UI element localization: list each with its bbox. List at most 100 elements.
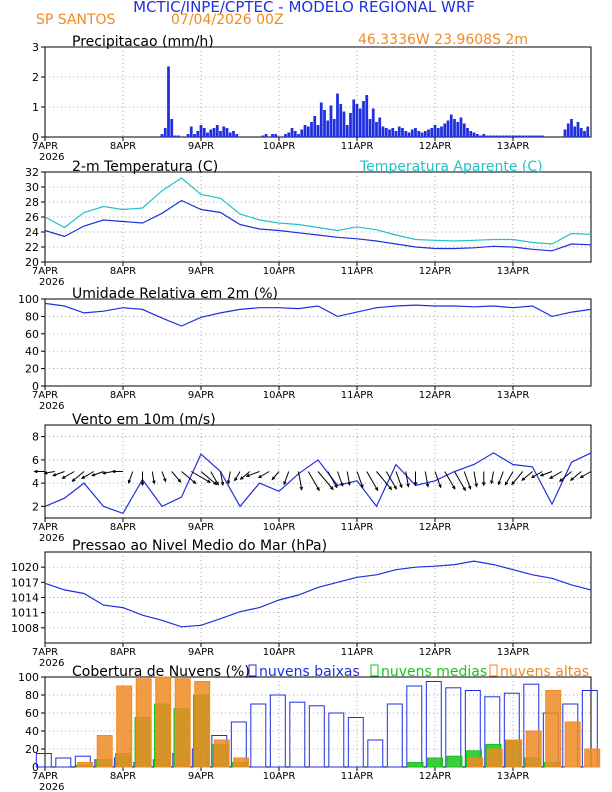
precip-bar — [436, 128, 440, 137]
precip-bar — [508, 135, 512, 137]
precip-bar — [336, 93, 339, 137]
wind-arrow — [570, 471, 582, 481]
cloud-bar-nuvens-altas — [116, 685, 133, 768]
wind-arrow-head — [521, 477, 526, 481]
precip-bar — [228, 132, 232, 137]
precip-bar — [576, 122, 580, 137]
wind-arrow-head — [140, 482, 145, 487]
clouds-ytick-label: 80 — [25, 689, 39, 702]
wind-arrow — [473, 471, 478, 487]
cloud-legend-swatch — [248, 664, 257, 677]
wind-arrow — [234, 471, 241, 481]
clouds-ytick-label: 40 — [25, 725, 39, 738]
pressure-ytick-label: 1011 — [11, 607, 39, 620]
cloud-legend-label: nuvens altas — [500, 664, 589, 680]
precip-bar — [274, 134, 278, 137]
cloud-bar-nuvens-medias — [407, 762, 424, 768]
rh-xtick-label: 12APR — [419, 390, 452, 401]
precip-frame — [44, 46, 592, 138]
cloud-bar-nuvens-baixas — [55, 757, 72, 768]
wind-arrow — [327, 471, 338, 488]
wind-arrow-head — [481, 482, 486, 487]
precip-bar — [420, 132, 424, 137]
wind-arrow-head — [406, 483, 410, 488]
wind-arrow-head — [530, 474, 535, 479]
precip-bar — [492, 135, 495, 137]
clouds-xtick-label: 13APR — [497, 771, 530, 782]
wind-series-line — [44, 452, 592, 515]
clouds-xtick-label: 9APR — [188, 771, 214, 782]
wind-arrow — [490, 471, 494, 484]
wind-arrow-head — [334, 484, 338, 489]
wind-arrow-head — [271, 476, 276, 481]
wind-arrow-head — [81, 475, 86, 479]
wind-arrow — [200, 471, 217, 485]
wind-arrow — [356, 471, 364, 488]
precip-bar — [586, 126, 590, 137]
precip-bar — [326, 120, 330, 137]
run-time: 07/04/2026 00Z — [171, 12, 284, 28]
wind-arrow-head — [239, 476, 244, 480]
precip-bar — [453, 119, 456, 137]
clouds-panel: 0 20 40 60 80 100 7APR 8APR 9APR 10APR 11APR 12APR 1… — [18, 664, 601, 792]
precip-bar — [527, 135, 531, 137]
precip-bar — [433, 125, 437, 137]
pressure-ytick-label: 1014 — [11, 592, 39, 605]
wind-arrow — [128, 471, 134, 483]
precip-bar — [349, 113, 352, 137]
precip-bar — [293, 131, 297, 137]
precip-bar — [297, 134, 300, 137]
pressure-xtick-label: 9APR — [188, 647, 214, 658]
pressure-xtick-label: 11APR — [341, 647, 374, 658]
precip-bar — [391, 128, 395, 137]
temp-xtick-label: 12APR — [419, 266, 452, 277]
cloud-bar-nuvens-baixas — [347, 717, 364, 768]
wind-arrow-head — [347, 481, 351, 487]
wind-arrow — [366, 471, 379, 491]
wind-arrow — [151, 471, 155, 484]
precip-bar — [479, 135, 482, 137]
clouds-ytick-label: 60 — [25, 707, 39, 720]
wind-arrow-head — [388, 486, 393, 491]
wind-arrow — [92, 471, 104, 477]
pressure-panel: 1008 1011 1014 1017 1020 7APR 8APR 9APR 10APR 11A… — [11, 538, 592, 669]
wind-arrow — [317, 471, 334, 490]
temp-series-line — [44, 177, 592, 245]
temp-xtick-label: 10APR — [263, 266, 296, 277]
wind-arrow — [161, 471, 167, 482]
wind-xtick-label: 9APR — [188, 522, 214, 533]
pressure-series-line — [44, 560, 592, 628]
cloud-bar-nuvens-altas — [564, 721, 581, 768]
precip-bar — [264, 134, 268, 137]
clouds-xtick-label: 12APR — [419, 771, 452, 782]
precip-bar — [332, 119, 336, 137]
wind-arrow-head — [329, 486, 334, 491]
temp-xtick-label: 7APR — [32, 266, 58, 277]
wind-arrow — [540, 471, 553, 477]
precip-bar — [365, 95, 369, 137]
wind-arrow-head — [462, 487, 466, 492]
precip-bar — [193, 134, 196, 137]
precip-xtick-label: 7APR — [32, 141, 58, 152]
wind-arrow-head — [452, 485, 456, 490]
precip-bar — [401, 128, 404, 137]
precip-bar — [407, 132, 411, 137]
precip-bar — [167, 66, 170, 137]
precip-bar — [410, 129, 414, 137]
temp-ytick-label: 24 — [25, 226, 39, 239]
precip-bar — [482, 134, 486, 137]
precip-bar — [566, 123, 570, 137]
precip-ytick-label: 1 — [32, 101, 39, 114]
wind-arrow-head — [299, 486, 303, 491]
precip-bar — [378, 117, 382, 137]
cloud-bar-nuvens-altas — [213, 739, 230, 768]
rh-ytick-label: 0 — [32, 380, 39, 393]
precip-bar — [225, 128, 229, 137]
wind-arrow — [463, 471, 471, 489]
rh-ytick-label: 60 — [25, 328, 39, 341]
precip-bar — [498, 135, 502, 137]
precip-bar — [323, 110, 326, 137]
precip-bar — [472, 132, 476, 137]
rh-ytick-label: 100 — [18, 293, 39, 306]
wind-arrow — [240, 471, 251, 480]
